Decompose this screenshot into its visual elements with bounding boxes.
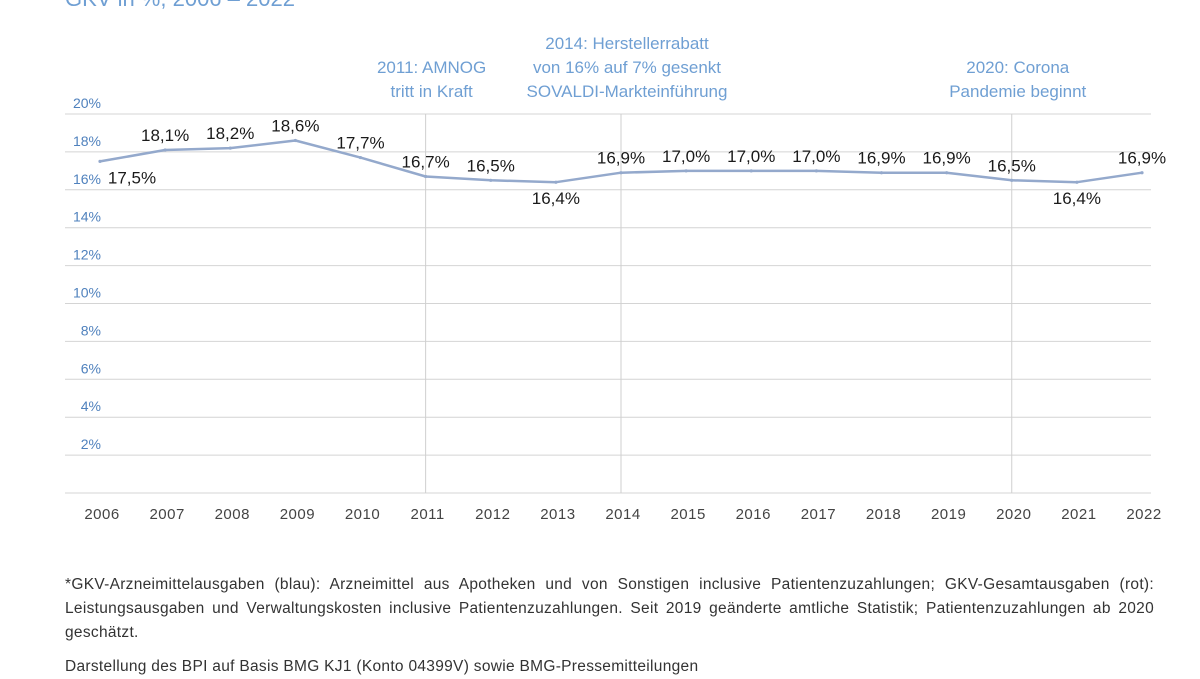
data-point-2011 (424, 174, 428, 179)
data-point-2022 (1140, 171, 1144, 175)
y-tick-label: 4% (81, 398, 101, 414)
annotation-text: SOVALDI-Markteinführung (527, 82, 728, 101)
data-label-2019: 16,9% (923, 149, 971, 168)
data-label-2016: 17,0% (727, 147, 775, 166)
y-axis-ticks: 2% 4% 6% 8% 10% 12% 14% 16% 18% 20% (73, 95, 101, 452)
data-labels: 17,5% 18,1% 18,2% 18,6% 17,7% 16,7% 16,5% 16,4%… (108, 117, 1166, 209)
annotation-text: 2011: AMNOG (377, 58, 486, 77)
data-point-2012 (489, 178, 493, 182)
annotation-2011: 2011: AMNOG tritt in Kraft (377, 58, 486, 101)
data-label-2008: 18,2% (206, 124, 254, 143)
x-axis-ticks: 2006 2007 2008 2009 2010 2011 2012 2013 2014 2015… (84, 506, 1161, 523)
y-tick-label: 14% (73, 209, 101, 225)
y-tick-label: 20% (73, 95, 101, 111)
x-tick-label-2013: 2013 (540, 506, 575, 523)
annotation-text: von 16% auf 7% gesenkt (533, 58, 721, 77)
y-tick-label: 12% (73, 247, 101, 263)
data-label-2022: 16,9% (1118, 149, 1166, 168)
data-point-2018 (879, 171, 884, 175)
data-label-2013: 16,4% (532, 189, 580, 208)
x-tick-label-2022: 2022 (1126, 506, 1161, 523)
x-tick-label-2016: 2016 (736, 506, 771, 523)
data-point-2017 (814, 169, 818, 173)
annotation-2014: 2014: Herstellerrabatt von 16% auf 7% ges… (527, 34, 728, 101)
data-point-2019 (945, 171, 949, 175)
x-tick-label-2011: 2011 (410, 506, 444, 523)
annotation-text: 2014: Herstellerrabatt (545, 34, 709, 53)
data-label-2014: 16,9% (597, 149, 645, 168)
data-label-2011: 16,7% (402, 153, 450, 172)
y-tick-label: 18% (73, 133, 101, 149)
y-tick-label: 16% (73, 171, 101, 187)
gridlines (65, 113, 1151, 494)
x-tick-label-2007: 2007 (149, 506, 184, 523)
source-note: Darstellung des BPI auf Basis BMG KJ1 (K… (65, 658, 699, 675)
data-point-2009 (293, 138, 297, 143)
y-tick-label: 2% (81, 436, 101, 452)
x-tick-label-2017: 2017 (801, 506, 836, 523)
data-label-2012: 16,5% (467, 156, 515, 175)
x-tick-label-2020: 2020 (996, 506, 1031, 523)
data-point-2006 (98, 159, 102, 163)
footnote: *GKV-Arzneimittelausgaben (blau): Arznei… (65, 576, 1154, 641)
annotation-text: tritt in Kraft (391, 82, 473, 101)
data-label-2007: 18,1% (141, 126, 189, 145)
x-tick-label-2008: 2008 (215, 506, 250, 523)
data-label-2017: 17,0% (792, 147, 840, 166)
data-label-2009: 18,6% (271, 117, 319, 136)
x-tick-label-2012: 2012 (475, 506, 510, 523)
annotation-2020: 2020: Corona Pandemie beginnt (949, 58, 1086, 101)
annotation-text: Pandemie beginnt (949, 82, 1086, 101)
data-label-2015: 17,0% (662, 147, 710, 166)
x-tick-label-2010: 2010 (345, 506, 380, 523)
x-tick-label-2015: 2015 (670, 506, 705, 523)
y-tick-label: 8% (81, 322, 101, 338)
x-tick-label-2006: 2006 (84, 506, 119, 523)
data-label-2020: 16,5% (988, 156, 1036, 175)
x-tick-label-2021: 2021 (1061, 506, 1096, 523)
data-point-2016 (749, 169, 753, 173)
line-chart: 2%4%6%8%10%12%14%16%18%20% 2006 2007 2008 2… (65, 34, 1166, 523)
x-tick-label-2009: 2009 (280, 506, 315, 523)
data-point-2013 (554, 180, 558, 184)
data-point-2014 (619, 171, 623, 175)
series (98, 138, 1144, 184)
x-tick-label-2018: 2018 (866, 506, 901, 523)
data-label-2010: 17,7% (336, 134, 384, 153)
y-tick-label: 10% (73, 285, 101, 301)
annotation-text: 2020: Corona (966, 58, 1070, 77)
data-label-2021: 16,4% (1053, 189, 1101, 208)
data-point-2007 (163, 148, 167, 152)
page-title: GKV in %, 2006 – 2022 (65, 0, 295, 12)
data-point-2010 (358, 155, 363, 160)
x-tick-label-2014: 2014 (605, 506, 640, 523)
data-label-2006: 17,5% (108, 168, 156, 187)
annotations: 2011: AMNOG tritt in Kraft 2014: Herstelle… (377, 34, 1087, 101)
data-point-2021 (1075, 180, 1079, 184)
data-point-2015 (684, 169, 688, 173)
y-tick-label: 6% (81, 360, 101, 376)
data-point-2020 (1010, 178, 1014, 182)
x-tick-label-2019: 2019 (931, 506, 966, 523)
data-point-2008 (228, 146, 232, 150)
data-label-2018: 16,9% (857, 149, 905, 168)
